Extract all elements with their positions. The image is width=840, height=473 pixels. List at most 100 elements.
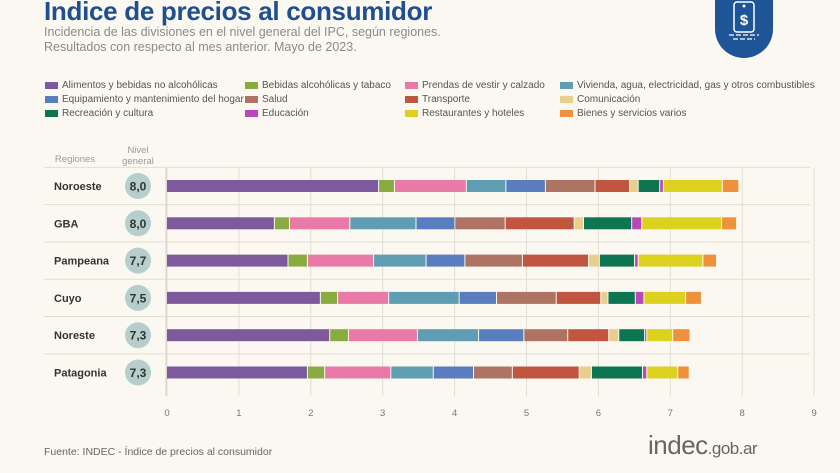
- bar-segment: [638, 180, 660, 192]
- bar-segment: [574, 217, 584, 230]
- legend-item: Educación: [245, 108, 309, 119]
- bar-segment: [635, 291, 644, 304]
- bar-segment: [645, 329, 647, 342]
- bar-segment: [644, 291, 686, 304]
- legend-label: Comunicación: [577, 94, 641, 105]
- legend-item: Bienes y servicios varios: [560, 108, 686, 119]
- x-tick-label: 4: [452, 408, 457, 419]
- x-tick-label: 3: [380, 408, 385, 419]
- x-tick-label: 1: [236, 408, 241, 419]
- bar-segment: [274, 217, 289, 230]
- bar-segment: [167, 329, 330, 342]
- bar-segment: [325, 366, 391, 379]
- regions-header: Regiones: [55, 154, 95, 165]
- bar-segment: [167, 254, 288, 267]
- bar-segment: [642, 366, 647, 379]
- svg-text:$: $: [740, 12, 749, 29]
- bar-segment: [465, 254, 522, 267]
- price-tag-dollar-icon: $: [715, 0, 773, 58]
- x-tick-label: 0: [164, 408, 169, 419]
- legend-label: Recreación y cultura: [62, 108, 154, 119]
- bar-segment: [522, 254, 589, 267]
- x-tick-label: 2: [308, 408, 313, 419]
- bar-segment: [638, 254, 703, 267]
- legend-swatch: [405, 96, 418, 103]
- subtitle-date: Resultados con respecto al mes anterior.…: [44, 40, 357, 54]
- legend-item: Bebidas alcohólicas y tabaco: [245, 80, 391, 91]
- bar-segment: [584, 217, 632, 230]
- bar-segment: [647, 329, 673, 342]
- total-value: 7,7: [130, 254, 147, 268]
- legend-item: Alimentos y bebidas no alcohólicas: [45, 80, 218, 91]
- bar-segment: [350, 217, 416, 230]
- bar-segment: [417, 329, 479, 342]
- bar-segment: [167, 291, 320, 304]
- legend-swatch: [45, 110, 58, 117]
- bar-segment: [619, 329, 645, 342]
- bar-segment: [673, 329, 690, 342]
- total-header: general: [122, 156, 154, 167]
- bar-segment: [338, 291, 389, 304]
- bar-segment: [506, 180, 545, 192]
- legend-label: Equipamiento y mantenimiento del hogar: [62, 94, 244, 105]
- bar-segment: [545, 180, 595, 192]
- x-tick-label: 8: [740, 408, 745, 419]
- bar-segment: [167, 180, 379, 192]
- bar-segment: [466, 180, 506, 192]
- brand-main: indec: [648, 430, 708, 460]
- region-label: Cuyo: [54, 293, 82, 305]
- bar-segment: [601, 291, 608, 304]
- bar-segment: [579, 366, 591, 379]
- legend-item: Recreación y cultura: [45, 108, 153, 119]
- legend-label: Educación: [262, 108, 309, 119]
- bar-segment: [556, 291, 601, 304]
- bar-segment: [288, 254, 307, 267]
- legend-swatch: [45, 96, 58, 103]
- legend-item: Restaurantes y hoteles: [405, 108, 524, 119]
- legend-label: Transporte: [422, 94, 470, 105]
- legend-swatch: [560, 110, 573, 117]
- bar-segment: [167, 366, 307, 379]
- subtitle: Incidencia de las divisiones en el nivel…: [44, 25, 441, 39]
- bar-segment: [512, 366, 579, 379]
- bar-segment: [389, 291, 459, 304]
- brand-suffix: .gob.ar: [707, 439, 758, 458]
- region-label: Pampeana: [54, 256, 110, 268]
- legend-item: Comunicación: [560, 94, 640, 105]
- bar-segment: [348, 329, 417, 342]
- page-title: Indice de precios al consumidor: [44, 0, 433, 26]
- bar-segment: [663, 180, 722, 192]
- bar-segment: [642, 217, 722, 230]
- legend-swatch: [405, 82, 418, 89]
- legend-label: Vivienda, agua, electricidad, gas y otro…: [577, 80, 815, 91]
- x-tick-label: 5: [524, 408, 529, 419]
- bar-segment: [330, 329, 348, 342]
- bar-segment: [416, 217, 455, 230]
- total-value: 8,0: [130, 180, 147, 194]
- bar-segment: [374, 254, 426, 267]
- bar-segment: [167, 217, 274, 230]
- legend-label: Prendas de vestir y calzado: [422, 80, 545, 91]
- total-value: 7,3: [130, 366, 147, 380]
- x-tick-label: 7: [668, 408, 673, 419]
- bar-segment: [433, 366, 474, 379]
- legend-swatch: [560, 96, 573, 103]
- bar-segment: [599, 254, 635, 267]
- legend-swatch: [245, 110, 258, 117]
- bar-segment: [307, 254, 374, 267]
- legend-label: Bienes y servicios varios: [577, 108, 687, 119]
- bar-segment: [307, 366, 325, 379]
- total-badge: [125, 322, 151, 349]
- region-label: GBA: [54, 218, 79, 230]
- bar-segment: [524, 329, 568, 342]
- bar-segment: [722, 217, 737, 230]
- bar-segment: [391, 366, 433, 379]
- indec-logo: indec.gob.ar: [648, 430, 758, 461]
- bar-segment: [660, 180, 663, 192]
- bar-segment: [474, 366, 512, 379]
- legend-item: Equipamiento y mantenimiento del hogar: [45, 94, 244, 105]
- legend-swatch: [560, 82, 573, 89]
- x-tick-label: 6: [596, 408, 601, 419]
- bar-segment: [589, 254, 599, 267]
